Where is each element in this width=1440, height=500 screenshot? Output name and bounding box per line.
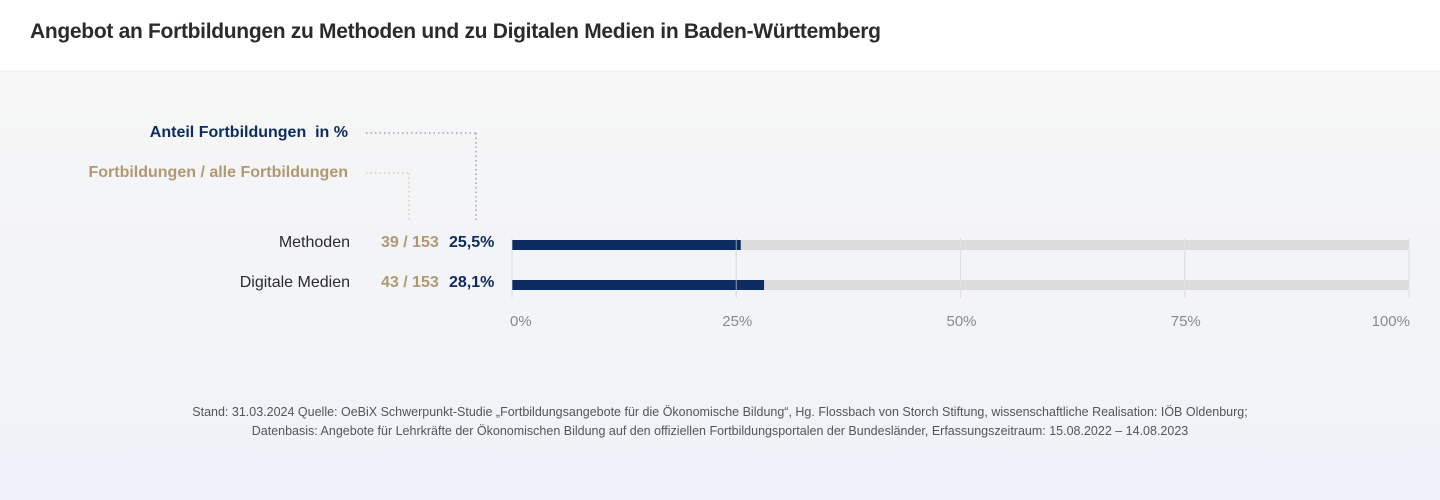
footer-source: Stand: 31.03.2024 Quelle: OeBiX Schwerpu…	[0, 403, 1440, 441]
x-tick-label: 25%	[722, 313, 752, 330]
category-label: Methoden	[278, 234, 350, 251]
chart-title: Angebot an Fortbildungen zu Methoden und…	[30, 20, 881, 43]
percent-label: 25,5%	[449, 234, 495, 251]
x-tick-label: 100%	[1372, 313, 1410, 330]
legend-count-label: Fortbildungen / alle Fortbildungen	[88, 164, 348, 181]
x-tick-label: 50%	[946, 313, 976, 330]
bar-0	[512, 240, 741, 250]
legend-percent-label: Anteil Fortbildungen in %	[149, 124, 348, 141]
footer-line-2: Datenbasis: Angebote für Lehrkräfte der …	[251, 424, 1189, 438]
percent-label: 28,1%	[449, 274, 495, 291]
bar-1	[512, 280, 765, 290]
count-label: 43 / 153	[381, 274, 439, 291]
x-tick-label: 75%	[1171, 313, 1201, 330]
category-label: Digitale Medien	[239, 274, 350, 291]
x-tick-label: 0%	[510, 313, 532, 330]
count-label: 39 / 153	[381, 234, 439, 251]
footer-line-1: Stand: 31.03.2024 Quelle: OeBiX Schwerpu…	[192, 405, 1248, 419]
